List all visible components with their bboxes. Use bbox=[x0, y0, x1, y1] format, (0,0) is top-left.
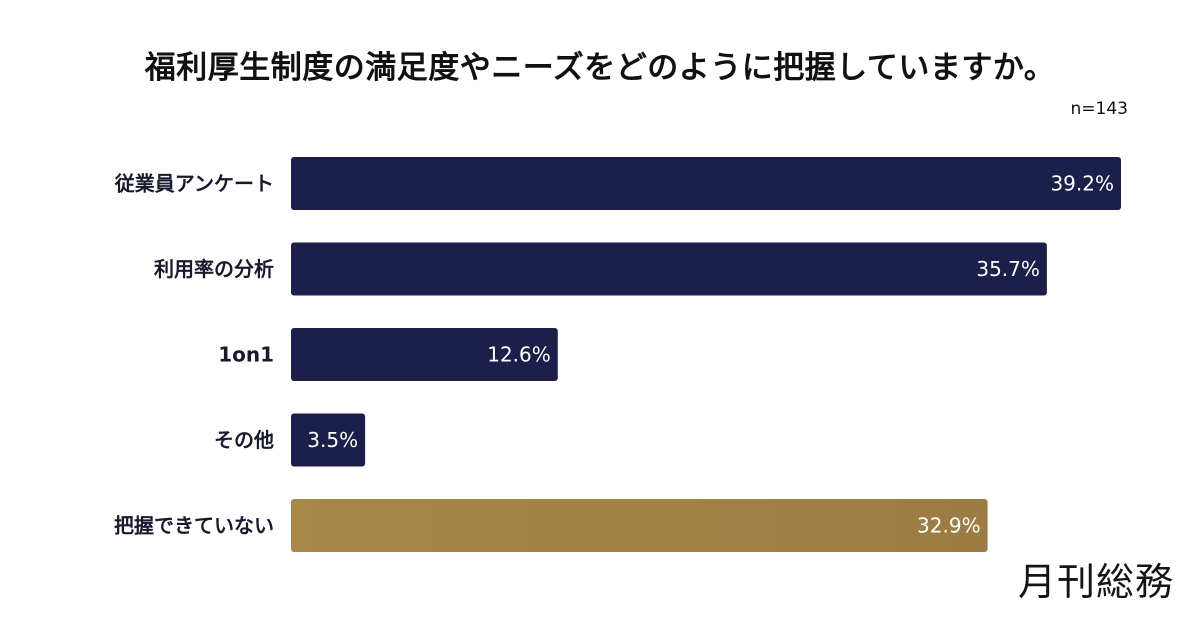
category-label-0: 従業員アンケート bbox=[114, 172, 274, 196]
bar-0 bbox=[291, 157, 1121, 210]
value-label-2: 12.6% bbox=[487, 343, 551, 367]
category-label-1: 利用率の分析 bbox=[154, 257, 274, 281]
bar-2 bbox=[291, 328, 558, 381]
bar-1 bbox=[291, 242, 1047, 296]
bars-layer: 従業員アンケート 39.2% 利用率の分析 35.7% 1on1 12.6% その他 3.5%… bbox=[114, 157, 1121, 552]
chart-title: 福利厚生制度の満足度やニーズをどのように把握していますか。 bbox=[144, 50, 1056, 86]
value-label-3: 3.5% bbox=[307, 428, 358, 452]
brand-logo: 月刊総務 bbox=[1017, 560, 1174, 604]
value-label-0: 39.2% bbox=[1050, 172, 1114, 196]
category-label-2: 1on1 bbox=[218, 343, 274, 367]
category-label-4: 把握できていない bbox=[114, 514, 274, 538]
value-label-4: 32.9% bbox=[917, 514, 981, 538]
bar-4 bbox=[291, 499, 988, 552]
value-label-1: 35.7% bbox=[976, 257, 1040, 281]
category-label-3: その他 bbox=[214, 428, 274, 452]
bar-3 bbox=[291, 413, 366, 467]
sample-size-label: n=143 bbox=[1070, 99, 1128, 119]
